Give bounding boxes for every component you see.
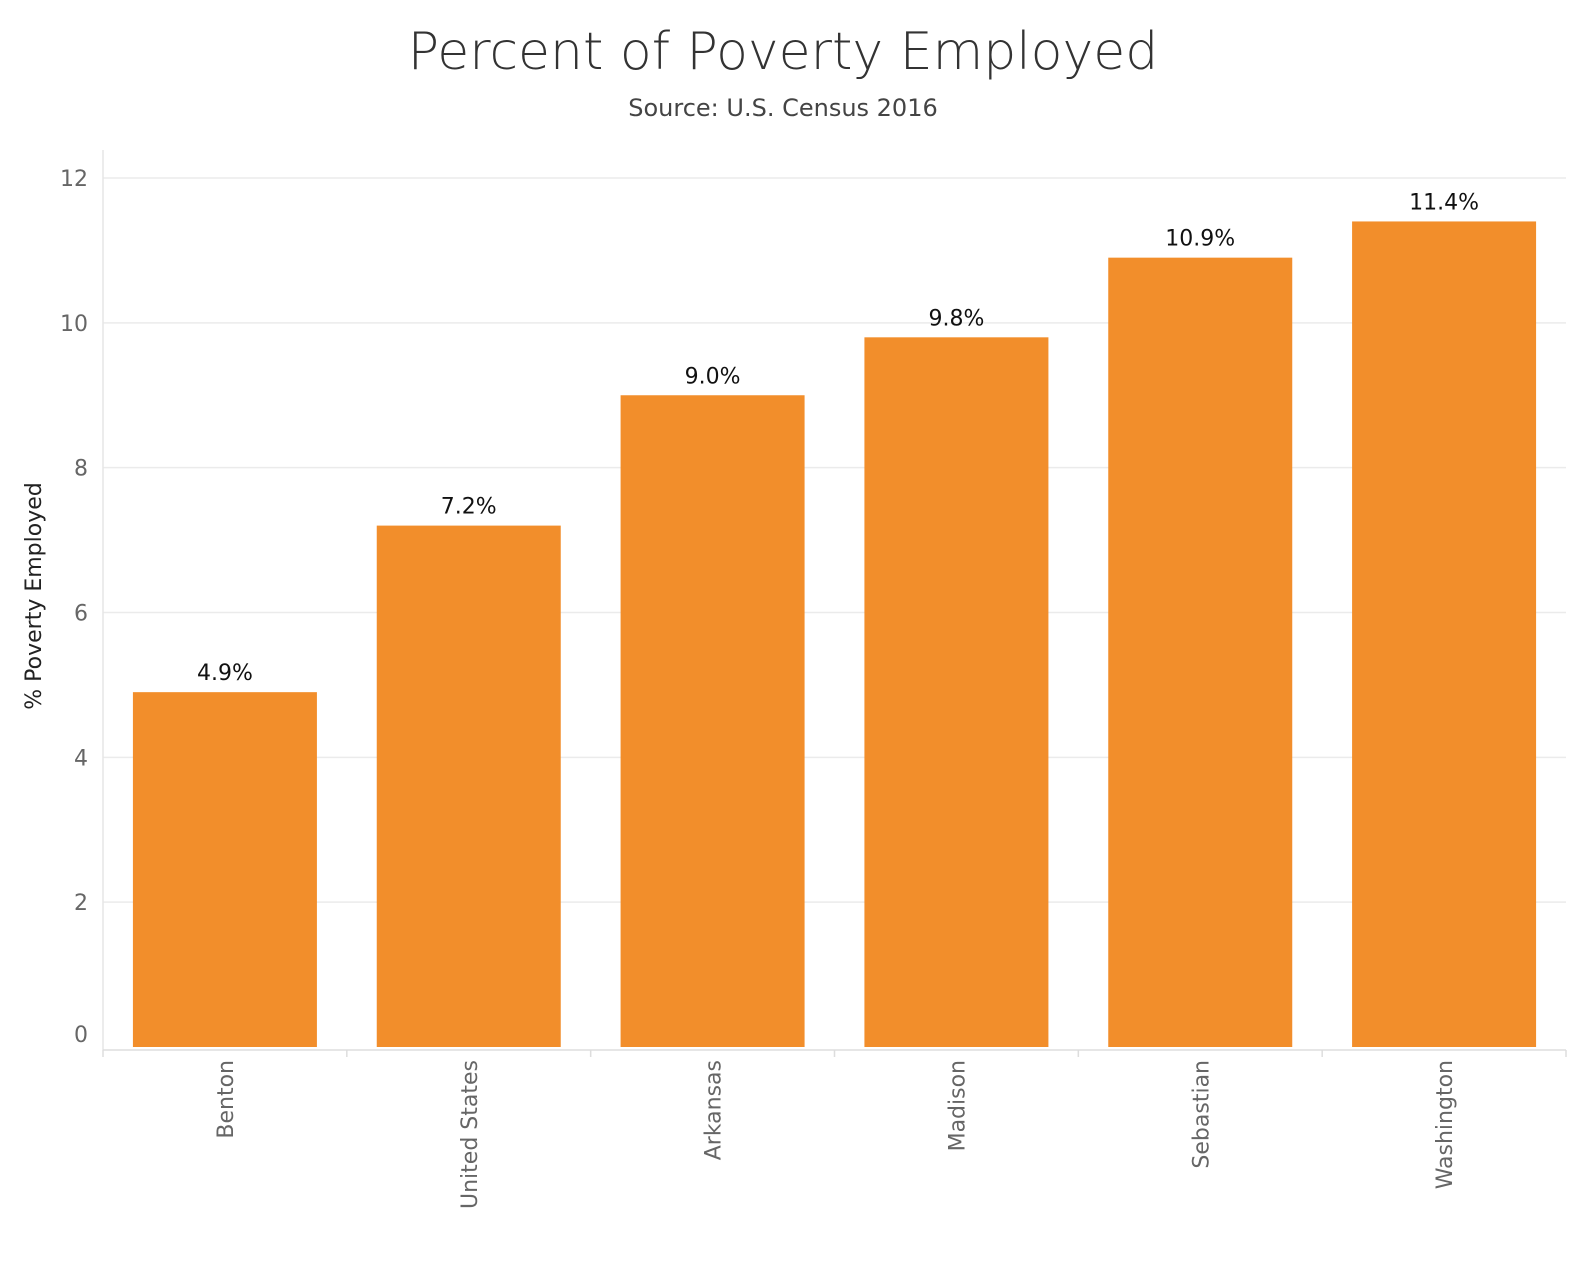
x-tick-label: Sebastian xyxy=(1189,1060,1214,1169)
bar xyxy=(376,525,561,1047)
data-labels: 4.9% 7.2% 9.0% 9.8% 10.9% 11.4% xyxy=(197,190,1479,686)
bar xyxy=(1108,257,1293,1047)
bars xyxy=(132,221,1537,1048)
data-label: 10.9% xyxy=(1165,227,1235,252)
y-tick-label: 8 xyxy=(74,457,88,482)
bar xyxy=(1352,221,1537,1047)
y-tick-label: 6 xyxy=(74,602,88,627)
x-axis-ticks: Benton United States Arkansas Madison Sebast… xyxy=(214,1060,1458,1209)
chart-title: Percent of Poverty Employed xyxy=(407,22,1159,82)
y-tick-label: 0 xyxy=(74,1023,88,1048)
y-tick-label: 10 xyxy=(60,312,88,337)
x-tick-label: Washington xyxy=(1433,1060,1458,1189)
y-tick-label: 2 xyxy=(74,891,88,916)
y-tick-label: 12 xyxy=(60,167,88,192)
x-tick-label: Arkansas xyxy=(702,1060,727,1160)
bar xyxy=(132,692,317,1047)
y-tick-label: 4 xyxy=(74,746,88,771)
x-tick-label: Madison xyxy=(945,1060,970,1151)
gridlines xyxy=(103,177,1566,903)
data-label: 11.4% xyxy=(1409,190,1479,215)
chart-subtitle: Source: U.S. Census 2016 xyxy=(628,94,938,122)
y-axis-ticks: 0 2 4 6 8 10 12 xyxy=(60,167,88,1048)
axes xyxy=(102,150,1567,1057)
data-label: 9.8% xyxy=(928,306,984,331)
bar xyxy=(864,337,1049,1048)
data-label: 9.0% xyxy=(685,364,741,389)
x-tick-label: United States xyxy=(458,1060,483,1209)
bar xyxy=(620,395,805,1047)
data-label: 7.2% xyxy=(441,495,497,520)
data-label: 4.9% xyxy=(197,661,253,686)
x-tick-label: Benton xyxy=(214,1060,239,1139)
y-axis-title: % Poverty Employed xyxy=(22,482,47,709)
